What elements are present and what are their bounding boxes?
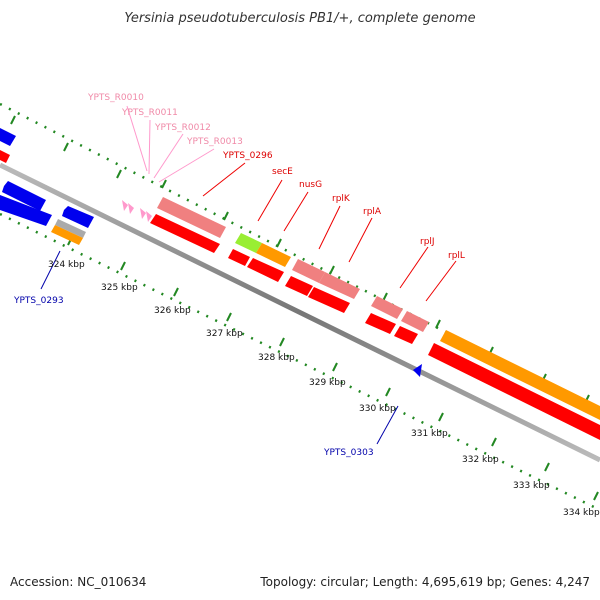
- gene-feature[interactable]: [256, 243, 291, 267]
- gene-label[interactable]: rplJ: [420, 237, 435, 247]
- gene-feature[interactable]: [62, 206, 94, 228]
- gene-feature[interactable]: [157, 197, 226, 238]
- kbp-scale: 324 kbp 325 kbp 326 kbp 327 kbp 328 kbp …: [48, 260, 600, 518]
- kbp-tick-label: 327 kbp: [206, 329, 243, 339]
- kbp-tick-label: 334 kbp: [563, 508, 600, 518]
- gene-feature[interactable]: [0, 128, 16, 146]
- gene-feature[interactable]: [2, 181, 46, 211]
- gene-feature[interactable]: [51, 225, 83, 245]
- callout-lines: [40, 105, 457, 445]
- genome-backbone: [0, 162, 600, 463]
- kbp-tick-label: 329 kbp: [309, 378, 346, 388]
- gene-labels: YPTS_R0010 YPTS_R0011 YPTS_R0012 YPTS_R0…: [13, 93, 465, 458]
- trna-label[interactable]: YPTS_R0012: [154, 123, 211, 133]
- gene-feature[interactable]: [401, 311, 429, 332]
- kbp-tick-label: 333 kbp: [513, 481, 550, 491]
- forward-strand-features: [0, 128, 600, 420]
- gene-label[interactable]: YPTS_0303: [323, 448, 374, 458]
- gene-label[interactable]: YPTS_0293: [13, 296, 64, 306]
- gene-feature[interactable]: [150, 214, 220, 253]
- reverse-strand-features: [0, 150, 600, 440]
- gene-feature[interactable]: [440, 330, 600, 420]
- gene-label[interactable]: secE: [272, 167, 293, 177]
- gene-feature[interactable]: [308, 287, 350, 313]
- gene-label[interactable]: rplL: [448, 251, 465, 261]
- kbp-tick-label: 328 kbp: [258, 353, 295, 363]
- kbp-tick-label: 324 kbp: [48, 260, 85, 270]
- gene-feature[interactable]: [365, 313, 396, 334]
- kbp-tick-label: 332 kbp: [462, 455, 499, 465]
- genome-summary-text: Topology: circular; Length: 4,695,619 bp…: [259, 575, 590, 589]
- gene-feature[interactable]: [235, 233, 262, 253]
- gene-feature[interactable]: [55, 219, 86, 238]
- gene-feature[interactable]: [371, 296, 403, 319]
- trna-feature[interactable]: [122, 200, 128, 211]
- gene-feature[interactable]: [228, 249, 250, 266]
- gene-label[interactable]: YPTS_0296: [222, 151, 273, 161]
- gene-feature[interactable]: [319, 272, 360, 299]
- accession-text: Accession: NC_010634: [10, 575, 146, 589]
- trna-feature[interactable]: [140, 208, 146, 219]
- gene-feature[interactable]: [247, 258, 284, 282]
- trna-label[interactable]: YPTS_R0013: [186, 137, 243, 147]
- gene-feature[interactable]: [413, 364, 422, 377]
- gene-feature[interactable]: [285, 276, 313, 296]
- kbp-tick-label: 331 kbp: [411, 429, 448, 439]
- trna-label[interactable]: YPTS_R0010: [87, 93, 144, 103]
- trna-feature[interactable]: [128, 203, 134, 214]
- kbp-tick-label: 326 kbp: [154, 306, 191, 316]
- gene-label[interactable]: rplK: [332, 194, 351, 204]
- trna-label[interactable]: YPTS_R0011: [121, 108, 178, 118]
- gene-label[interactable]: rplA: [363, 207, 382, 217]
- gene-feature[interactable]: [0, 195, 52, 226]
- trna-markers: [122, 200, 152, 222]
- map-title: Yersinia pseudotuberculosis PB1/+, compl…: [124, 11, 475, 26]
- gene-feature[interactable]: [428, 343, 600, 440]
- trna-feature[interactable]: [146, 211, 152, 222]
- kbp-tick-label: 330 kbp: [359, 404, 396, 414]
- gene-feature[interactable]: [0, 150, 10, 163]
- gene-feature[interactable]: [394, 326, 418, 344]
- gene-feature[interactable]: [292, 259, 325, 283]
- gene-label[interactable]: nusG: [299, 180, 322, 190]
- kbp-tick-label: 325 kbp: [101, 283, 138, 293]
